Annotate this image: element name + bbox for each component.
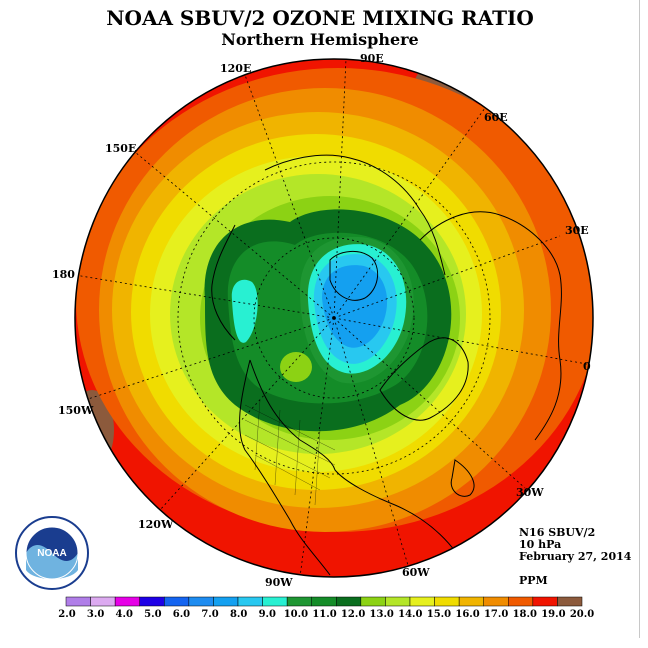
meridian-90e <box>333 59 347 319</box>
lon-label-60w: 60W <box>402 566 430 579</box>
meridian-30e <box>333 235 561 319</box>
colorbar-label: 2.0 <box>58 609 76 620</box>
colorbar-label: 14.0 <box>398 609 423 620</box>
meridian-120w <box>159 317 335 511</box>
colorbar-label: 3.0 <box>86 609 105 620</box>
colorbar-swatch <box>336 596 362 607</box>
green-patch <box>280 352 312 382</box>
meridian-0 <box>333 317 593 366</box>
colorbar-label: 18.0 <box>512 609 537 620</box>
date-label: February 27, 2014 <box>519 550 632 563</box>
colorbar-swatch <box>90 596 116 607</box>
colorbar-swatch <box>65 596 91 607</box>
colorbar-label: 13.0 <box>369 609 394 620</box>
us-grid <box>244 399 336 506</box>
band-7 <box>322 265 388 348</box>
meridian-180 <box>75 274 335 319</box>
colorbar-swatch <box>409 596 435 607</box>
coast-greenland <box>379 337 469 421</box>
coast-uk <box>450 459 475 497</box>
coast-europe <box>419 211 562 441</box>
colorbar-swatch <box>458 596 484 607</box>
instrument-label: N16 SBUV/2 <box>519 526 596 539</box>
colorbar-swatch <box>262 596 288 607</box>
colorbar-label: 4.0 <box>115 609 133 620</box>
colorbar-swatch <box>114 596 140 607</box>
colorbar-label: 11.0 <box>312 609 337 620</box>
colorbar-label: 6.0 <box>172 609 191 620</box>
colorbar-label: 10.0 <box>283 609 309 620</box>
colorbar-swatch <box>508 596 534 607</box>
colorbar-swatch <box>213 596 239 607</box>
colorbar-swatch <box>557 596 583 607</box>
map-boundary <box>74 58 594 578</box>
colorbar-swatch <box>188 596 214 607</box>
graticule <box>75 59 593 577</box>
units-label: PPM <box>519 574 548 587</box>
lon-label-180: 180 <box>52 268 75 281</box>
colorbar-swatch <box>532 596 558 607</box>
lon-label-30e: 30E <box>565 224 589 237</box>
meridian-120e <box>244 74 335 319</box>
colorbar-label: 19.0 <box>541 609 566 620</box>
colorbar-swatch <box>434 596 460 607</box>
map-title: NOAA SBUV/2 OZONE MIXING RATIO <box>106 6 534 30</box>
meridian-150w <box>84 317 335 401</box>
coast-arctic-islands <box>329 251 379 301</box>
colorbar-swatch <box>237 596 263 607</box>
colorbar-swatch <box>164 596 190 607</box>
colorbar-label: 9.0 <box>258 609 276 620</box>
figure-frame <box>639 0 640 638</box>
latitude-circle-50 <box>177 161 491 475</box>
coast-siberia <box>264 154 446 276</box>
cyan-patch-west <box>231 279 258 343</box>
lon-label-60e: 60E <box>484 111 508 124</box>
colorbar-swatch <box>483 596 509 607</box>
lon-label-90w: 90W <box>265 576 293 589</box>
lon-label-120w: 120W <box>138 518 174 531</box>
colorbar-label: 7.0 <box>201 609 219 620</box>
lon-label-30w: 30W <box>516 486 544 499</box>
coastlines <box>211 154 562 576</box>
map-subtitle: Northern Hemisphere <box>221 30 419 49</box>
colorbar-label: 17.0 <box>483 609 509 620</box>
lon-label-150w: 150W <box>58 404 94 417</box>
meridian-150e <box>134 151 335 319</box>
lon-label-150e: 150E <box>105 142 137 155</box>
colorbar-label: 12.0 <box>340 609 366 620</box>
colorbar-swatch <box>360 596 386 607</box>
colorbar-label: 8.0 <box>229 609 248 620</box>
lon-label-120e: 120E <box>220 62 252 75</box>
colorbar-label: 5.0 <box>144 609 162 620</box>
colorbar-label: 15.0 <box>426 609 452 620</box>
coast-alaska <box>211 224 236 341</box>
colorbar-label: 20.0 <box>569 609 595 620</box>
meridian-60w <box>333 317 411 573</box>
logo-text: NOAA <box>37 548 66 559</box>
colorbar-swatches <box>65 596 583 607</box>
colorbar-swatch <box>385 596 411 607</box>
pressure-label: 10 hPa <box>519 538 562 551</box>
lon-label-90e: 90E <box>360 52 384 65</box>
meridian-90w <box>299 317 335 577</box>
latitude-circle-70 <box>253 237 415 399</box>
coast-north-america-east <box>249 359 471 576</box>
meridian-60e <box>333 107 486 319</box>
colorbar-label: 16.0 <box>455 609 480 620</box>
colorbar-swatch <box>311 596 337 607</box>
coast-north-america-west <box>239 359 331 576</box>
colorbar-swatch <box>286 596 312 607</box>
lon-label-0: 0 <box>583 360 591 373</box>
colorbar-swatch <box>139 596 165 607</box>
